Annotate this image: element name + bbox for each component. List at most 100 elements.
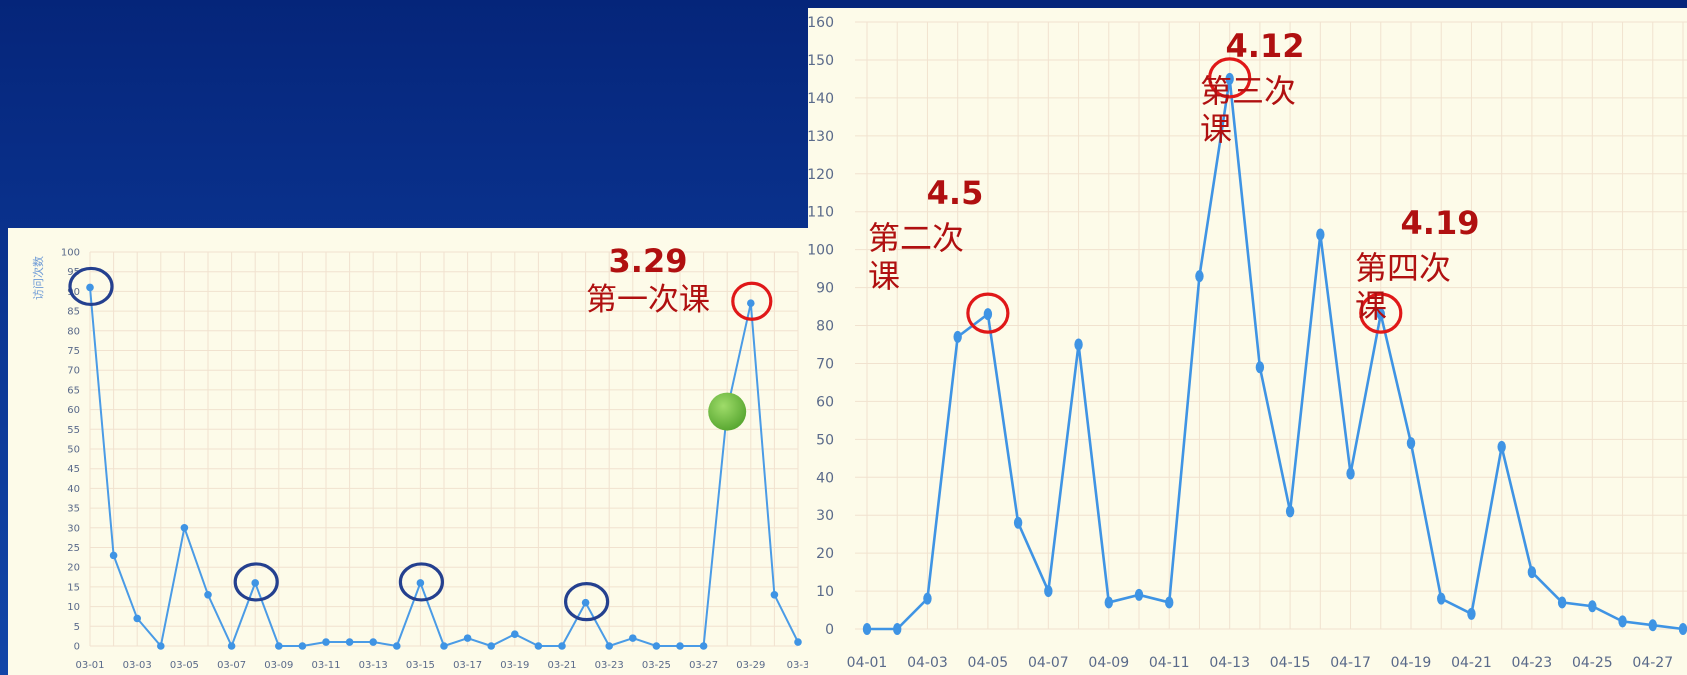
data-point [1134, 588, 1144, 601]
data-point [1437, 592, 1446, 605]
y-tick-label: 90 [816, 281, 834, 297]
data-point [298, 642, 307, 650]
annotation-label: 课 [1200, 110, 1232, 148]
data-point [322, 638, 330, 646]
x-tick-label: 03-17 [453, 660, 482, 671]
x-tick-label: 04-09 [1088, 655, 1129, 671]
y-tick-label: 25 [67, 543, 80, 554]
annotation-label: 课 [868, 257, 900, 295]
data-point [1497, 440, 1506, 453]
x-tick-label: 03-01 [75, 660, 104, 671]
data-point [416, 579, 425, 587]
data-point [1588, 600, 1597, 613]
y-tick-label: 5 [74, 622, 80, 633]
data-point [699, 642, 708, 650]
data-point [463, 634, 472, 642]
x-tick-label: 03-3 [787, 660, 808, 671]
y-tick-label: 40 [816, 470, 834, 486]
data-point [629, 634, 637, 642]
data-point [1648, 619, 1657, 632]
data-point [605, 642, 613, 650]
x-tick-label: 04-05 [968, 655, 1009, 671]
y-tick-label: 20 [816, 546, 834, 562]
data-point [1074, 338, 1083, 351]
data-point [1557, 596, 1567, 609]
data-point [676, 642, 684, 650]
x-tick-label: 04-19 [1391, 655, 1432, 671]
data-point [581, 598, 590, 607]
data-point [794, 638, 802, 646]
highlight-ring-red [966, 292, 1010, 334]
x-tick-label: 03-19 [500, 660, 529, 671]
highlight-ring-blue [233, 562, 279, 602]
data-point [770, 590, 779, 599]
y-tick-label: 60 [816, 394, 834, 410]
annotation-date: 3.29 [609, 242, 688, 280]
y-tick-label: 50 [816, 432, 834, 448]
x-tick-label: 04-15 [1270, 655, 1311, 671]
data-point [1376, 308, 1385, 321]
y-tick-label: 95 [67, 267, 80, 278]
x-tick-label: 03-13 [359, 660, 388, 671]
x-tick-label: 04-23 [1512, 655, 1553, 671]
data-point [558, 642, 566, 650]
x-tick-label: 04-21 [1451, 655, 1492, 671]
annotation-label: 第二次 [868, 219, 964, 257]
data-point [393, 642, 401, 650]
annotation-label: 第三次 [1200, 72, 1296, 110]
y-tick-label: 100 [61, 248, 80, 259]
data-point [345, 638, 354, 646]
data-point [251, 579, 259, 587]
data-point [1044, 585, 1053, 598]
data-point [133, 614, 141, 623]
data-point [1225, 72, 1234, 85]
x-tick-label: 03-07 [217, 660, 246, 671]
highlight-ring-blue [398, 562, 444, 602]
data-point [227, 642, 236, 650]
y-tick-label: 20 [67, 563, 80, 574]
y-tick-label: 10 [816, 584, 834, 600]
data-point [1165, 596, 1174, 609]
x-tick-label: 03-23 [595, 660, 624, 671]
y-tick-label: 10 [67, 602, 80, 613]
y-tick-label: 30 [816, 508, 834, 524]
y-tick-label: 65 [67, 385, 80, 396]
y-tick-label: 140 [808, 91, 834, 107]
x-tick-label: 04-01 [847, 655, 888, 671]
data-point [983, 308, 993, 321]
y-tick-label: 30 [67, 523, 80, 534]
highlight-ring-red [1359, 292, 1403, 334]
y-tick-label: 35 [67, 504, 80, 515]
data-point [862, 623, 872, 635]
y-tick-label: 120 [808, 167, 834, 183]
y-tick-label: 70 [67, 366, 80, 377]
data-point [369, 638, 378, 646]
data-point [487, 642, 496, 650]
x-tick-label: 03-11 [311, 660, 340, 671]
annotation-date: 4.19 [1401, 204, 1480, 242]
annotation-date: 4.12 [1226, 27, 1305, 65]
y-tick-label: 110 [808, 205, 834, 221]
data-point [652, 642, 661, 650]
data-point [204, 590, 212, 599]
march-chart-panel: 0 5 10 15 20 25 30 35 40 45 50 55 60 65 70 75 80 85 90 95 10… [8, 228, 808, 675]
y-tick-label: 60 [67, 405, 80, 416]
data-point [893, 623, 902, 635]
data-point [1316, 228, 1325, 241]
highlight-ring-red [1208, 57, 1252, 99]
y-tick-label: 80 [67, 326, 80, 337]
annotation-date: 4.5 [927, 174, 984, 212]
data-point [511, 630, 519, 638]
highlight-ring-blue [563, 582, 610, 622]
y-tick-label: 0 [825, 622, 834, 638]
x-tick-label: 04-07 [1028, 655, 1069, 671]
data-point [180, 524, 189, 532]
y-tick-label: 55 [67, 425, 80, 436]
x-tick-label: 03-15 [406, 660, 435, 671]
y-axis-label: 访问次数 [31, 256, 45, 300]
data-point [1527, 566, 1537, 579]
y-tick-label: 40 [67, 484, 80, 495]
x-tick-label: 03-09 [264, 660, 293, 671]
series-line [867, 78, 1684, 631]
y-tick-label: 160 [808, 15, 834, 31]
